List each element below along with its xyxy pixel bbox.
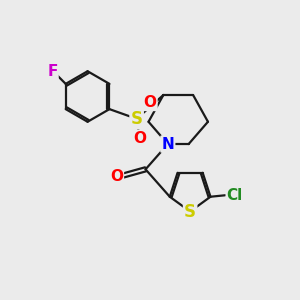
Text: S: S [130, 110, 142, 128]
Text: F: F [47, 64, 58, 79]
Text: S: S [184, 202, 196, 220]
Text: O: O [110, 169, 123, 184]
Text: N: N [161, 136, 174, 152]
Text: O: O [143, 95, 157, 110]
Text: O: O [133, 130, 146, 146]
Text: Cl: Cl [227, 188, 243, 203]
